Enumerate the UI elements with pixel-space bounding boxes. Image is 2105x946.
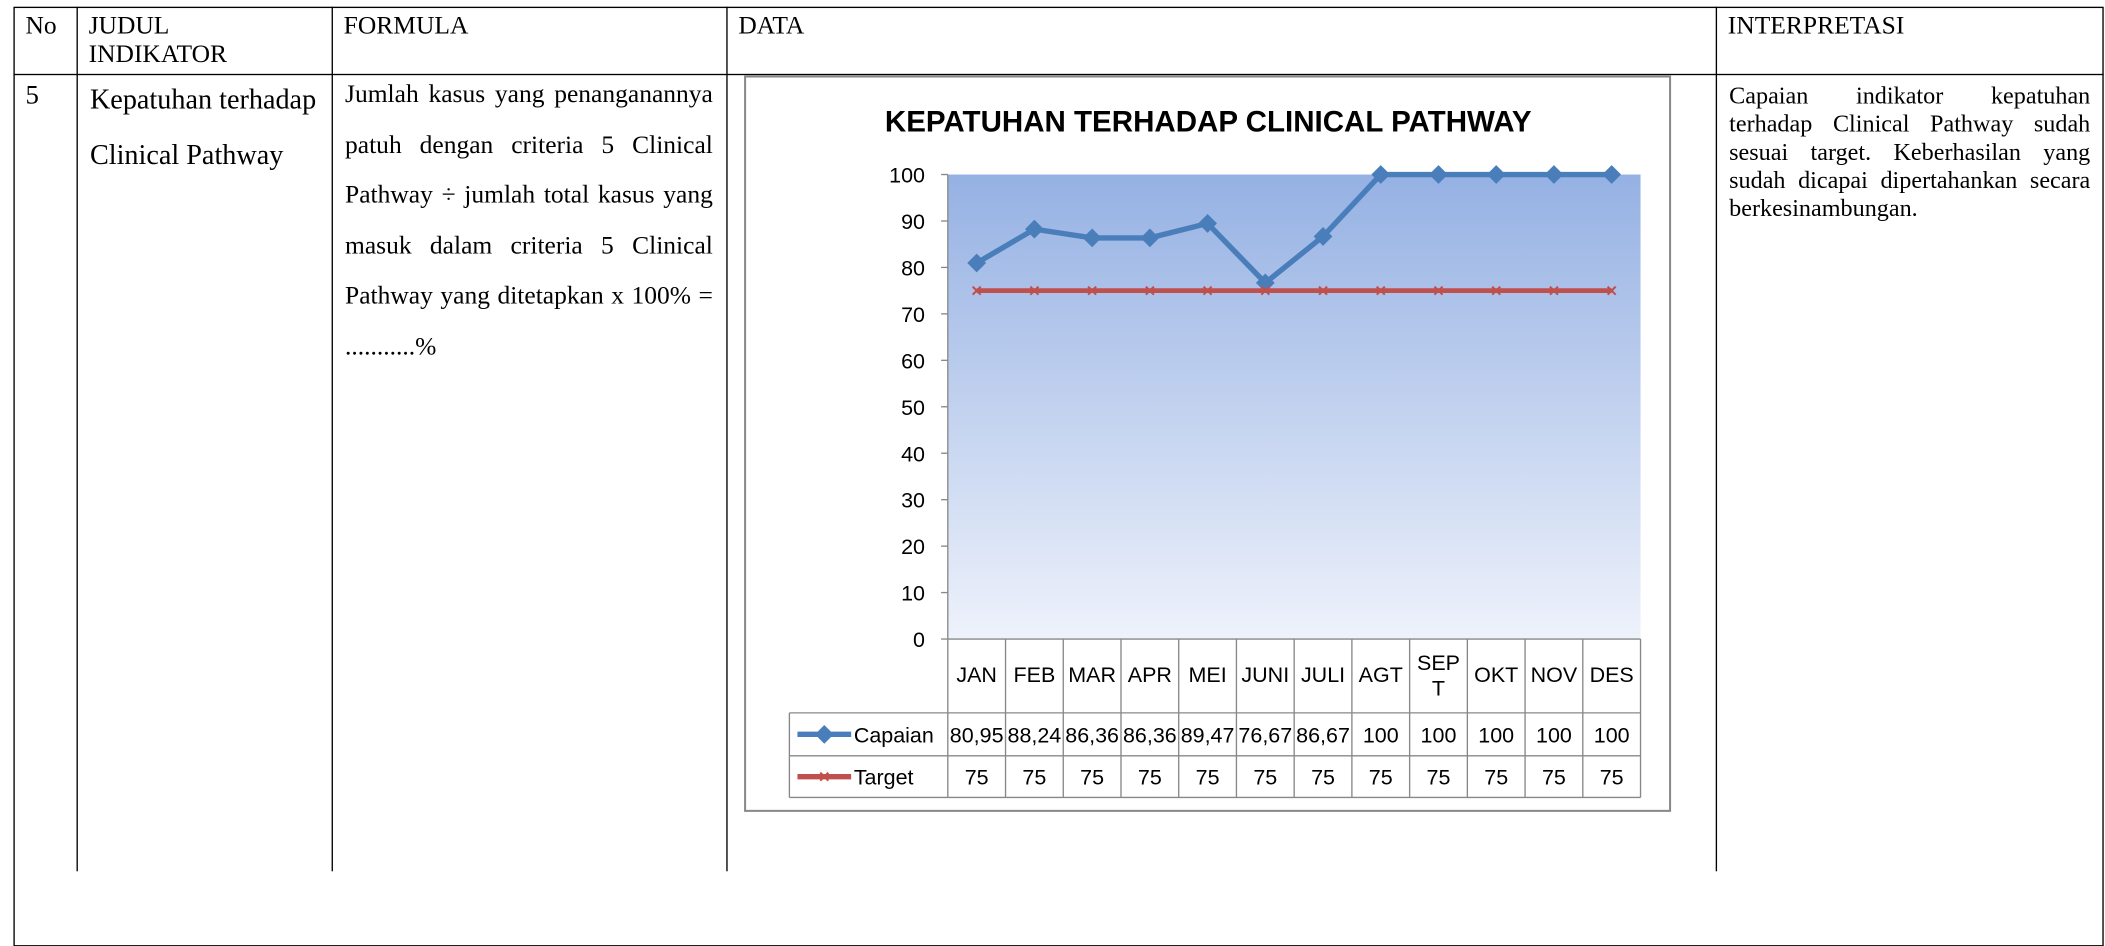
data-label: 86,36 [1065, 723, 1119, 747]
col-line [76, 6, 78, 872]
data-label: 100 [1478, 723, 1514, 747]
data-label: 75 [1427, 766, 1451, 790]
y-tick-label: 10 [901, 582, 925, 606]
data-label: 75 [1311, 766, 1335, 790]
header: INTERPRETASI [1727, 12, 1905, 41]
data-label: 75 [1484, 766, 1508, 790]
x-tick-label: JAN [956, 664, 997, 688]
x-tick-label: FEB [1013, 664, 1056, 688]
data-label: 86,36 [1123, 723, 1177, 747]
y-tick-label: 50 [901, 396, 925, 420]
data-label: 75 [965, 766, 989, 790]
y-tick-label: 20 [901, 535, 925, 559]
y-tick-label: 30 [901, 489, 925, 513]
col-line [1715, 6, 1718, 872]
marker [1198, 214, 1217, 233]
header: DATA [738, 12, 805, 41]
series-line [975, 171, 1612, 287]
marker [1145, 285, 1155, 296]
data-label: 89,47 [1181, 723, 1235, 747]
col-line [726, 6, 728, 872]
marker [1260, 285, 1271, 296]
x-tick-label: MEI [1188, 664, 1227, 688]
marker [1606, 285, 1617, 296]
marker [1029, 285, 1040, 296]
y-tick-label: 70 [901, 303, 925, 327]
header: JUDUL INDIKATOR [88, 12, 228, 69]
marker [1544, 165, 1564, 184]
x-tick-label: JULI [1300, 664, 1346, 688]
interpretation: Capaian indikator kepatuhan terhadap Cli… [1729, 81, 2091, 222]
marker [1318, 285, 1328, 296]
data-label: 100 [1363, 723, 1399, 747]
page: No JUDUL INDIKATOR FORMULA DATA INTERPRE… [13, 6, 2104, 946]
data-label: 100 [1421, 723, 1457, 747]
legend-label: Capaian [854, 723, 934, 747]
row-line [13, 73, 2104, 76]
data-label: 100 [1536, 723, 1572, 747]
plot-area [947, 174, 1641, 640]
marker [1024, 219, 1044, 239]
x-tick-label: OKT [1474, 664, 1519, 688]
header: No [25, 12, 57, 41]
data-label: 75 [1080, 766, 1104, 790]
data-label: 76,67 [1238, 723, 1292, 747]
x-tick-label: AGT [1358, 664, 1403, 688]
data-label: 75 [1542, 766, 1566, 790]
y-tick-label: 40 [901, 442, 925, 466]
indicator-title: Kepatuhan terhadap Clinical Pathway [89, 83, 317, 171]
marker [1087, 285, 1097, 296]
data-label: 88,24 [1008, 723, 1062, 747]
data-label: 75 [1196, 766, 1220, 790]
x-tick-label: DES [1589, 664, 1634, 688]
row-no: 5 [25, 80, 39, 111]
chart-title: KEPATUHAN TERHADAP CLINICAL PATHWAY [885, 106, 1532, 139]
header: FORMULA [343, 12, 469, 41]
x-tick-label: SEPT [1416, 651, 1460, 701]
legend-label: Target [854, 766, 914, 790]
x-tick-label: JUNI [1241, 664, 1290, 688]
x-tick-label: NOV [1530, 664, 1578, 688]
marker [1371, 165, 1391, 184]
y-tick-label: 0 [913, 628, 925, 652]
marker [1433, 285, 1444, 296]
marker [1549, 285, 1559, 296]
data-label: 75 [1253, 766, 1277, 790]
chart: KEPATUHAN TERHADAP CLINICAL PATHWAY 0 10 2… [744, 75, 1672, 812]
marker [1376, 285, 1386, 296]
data-label: 100 [1594, 723, 1630, 747]
data-label: 86,67 [1296, 723, 1350, 747]
data-label: 75 [1022, 766, 1046, 790]
x-tick-label: MAR [1068, 664, 1116, 688]
marker [1491, 285, 1501, 296]
y-tick-label: 80 [901, 256, 925, 280]
formula: Jumlah kasus yang penanganannya patuh de… [345, 80, 713, 361]
data-label: 75 [1600, 766, 1624, 790]
x-tick-label: APR [1127, 664, 1172, 688]
marker [819, 771, 830, 782]
data-label: 80,95 [950, 723, 1004, 747]
marker [971, 285, 982, 296]
y-tick-label: 90 [901, 210, 925, 234]
data-label: 75 [1369, 766, 1393, 790]
marker [1202, 285, 1213, 296]
y-tick-label: 100 [889, 164, 925, 188]
data-label: 75 [1138, 766, 1162, 790]
marker [1486, 165, 1506, 184]
col-line [331, 6, 333, 872]
y-tick-label: 60 [901, 349, 925, 373]
